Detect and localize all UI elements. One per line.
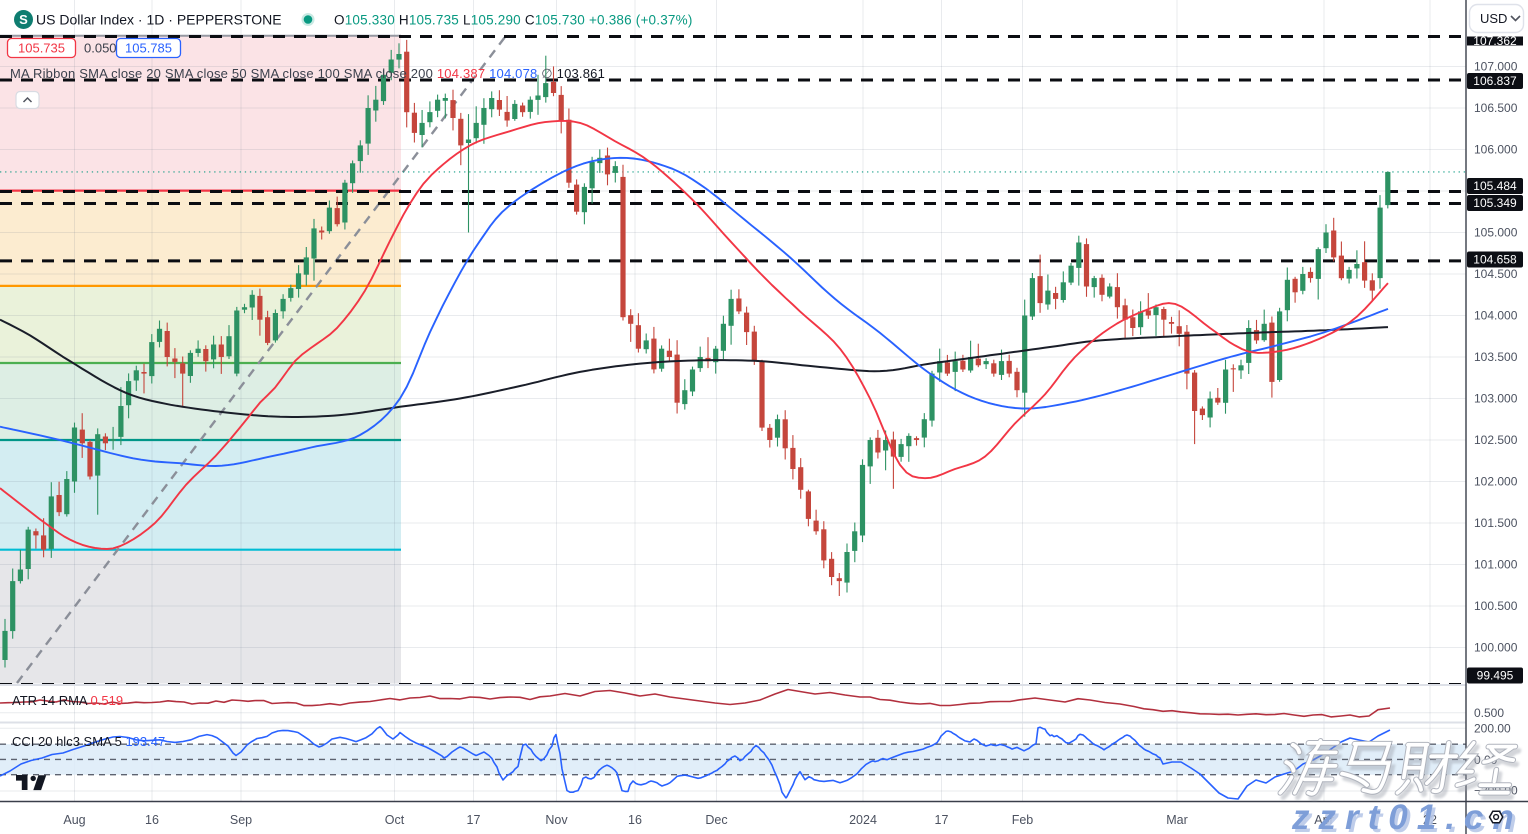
svg-text:Sep: Sep — [230, 813, 252, 827]
svg-text:99.495: 99.495 — [1477, 669, 1514, 683]
svg-text:104.000: 104.000 — [1474, 309, 1518, 323]
svg-text:zzrt01.cn: zzrt01.cn — [1294, 801, 1526, 834]
svg-text:105.735: 105.735 — [18, 41, 65, 56]
svg-text:105.349: 105.349 — [1473, 196, 1517, 210]
svg-text:105.000: 105.000 — [1474, 226, 1518, 240]
svg-text:Oct: Oct — [385, 813, 405, 827]
svg-text:103.500: 103.500 — [1474, 350, 1518, 364]
svg-text:US Dollar Index · 1D · PEPPERS: US Dollar Index · 1D · PEPPERSTONE — [36, 12, 282, 28]
svg-text:101.000: 101.000 — [1474, 558, 1518, 572]
svg-text:107.000: 107.000 — [1474, 60, 1518, 74]
svg-text:Feb: Feb — [1012, 813, 1034, 827]
svg-text:16: 16 — [145, 813, 159, 827]
svg-text:106.837: 106.837 — [1473, 74, 1517, 88]
svg-text:200.00: 200.00 — [1474, 721, 1511, 735]
svg-text:Aug: Aug — [63, 813, 85, 827]
svg-text:104.658: 104.658 — [1473, 253, 1517, 267]
svg-text:USD: USD — [1480, 11, 1507, 26]
svg-text:zzrt01.cn: zzrt01.cn — [1291, 798, 1523, 834]
svg-text:102.000: 102.000 — [1474, 475, 1518, 489]
svg-text:17: 17 — [935, 813, 949, 827]
svg-text:CCI 20 hlc3 SMA 5 193.47: CCI 20 hlc3 SMA 5 193.47 — [12, 734, 165, 749]
svg-text:Apr: Apr — [1314, 813, 1333, 827]
svg-text:ATR 14 RMA 0.519: ATR 14 RMA 0.519 — [12, 693, 123, 708]
svg-text:MA Ribbon SMA close 20 SMA clo: MA Ribbon SMA close 20 SMA close 50 SMA … — [10, 66, 605, 81]
svg-text:2024: 2024 — [849, 813, 877, 827]
svg-text:100.000: 100.000 — [1474, 641, 1518, 655]
svg-text:O105.330 H105.735 L105.290 C10: O105.330 H105.735 L105.290 C105.730 +0.3… — [334, 13, 693, 28]
svg-text:102.500: 102.500 — [1474, 433, 1518, 447]
svg-text:22: 22 — [1423, 813, 1437, 827]
svg-text:103.000: 103.000 — [1474, 392, 1518, 406]
svg-text:Mar: Mar — [1166, 813, 1188, 827]
svg-text:105.484: 105.484 — [1473, 179, 1517, 193]
svg-text:101.500: 101.500 — [1474, 516, 1518, 530]
svg-text:Nov: Nov — [545, 813, 568, 827]
svg-text:Dec: Dec — [705, 813, 727, 827]
svg-text:107.362: 107.362 — [1473, 34, 1517, 48]
svg-text:0.500: 0.500 — [1474, 706, 1504, 720]
svg-text:16: 16 — [628, 813, 642, 827]
svg-text:106.500: 106.500 — [1474, 101, 1518, 115]
svg-text:0.050: 0.050 — [84, 41, 117, 56]
svg-text:104.500: 104.500 — [1474, 267, 1518, 281]
svg-text:106.000: 106.000 — [1474, 143, 1518, 157]
svg-text:17: 17 — [467, 813, 481, 827]
svg-text:100.500: 100.500 — [1474, 599, 1518, 613]
svg-text:S: S — [19, 12, 28, 27]
svg-text:105.785: 105.785 — [125, 41, 172, 56]
